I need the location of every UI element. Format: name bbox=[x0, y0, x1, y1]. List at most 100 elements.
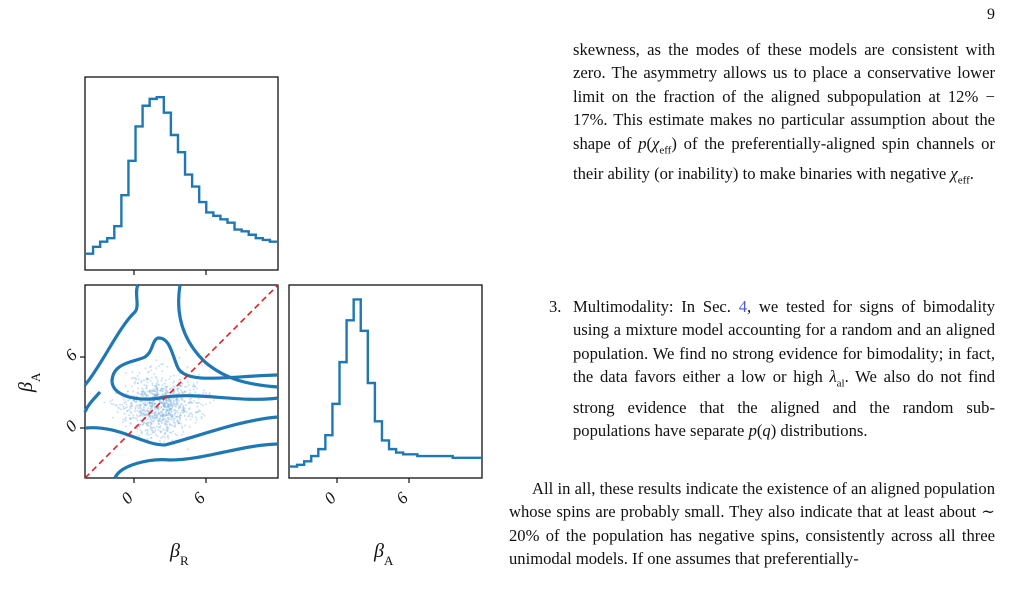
scatter-point bbox=[163, 422, 166, 425]
scatter-point bbox=[172, 419, 175, 422]
scatter-point bbox=[160, 406, 163, 409]
scatter-point bbox=[203, 389, 206, 392]
scatter-point bbox=[150, 389, 153, 392]
scatter-point bbox=[145, 414, 148, 417]
scatter-point bbox=[155, 367, 158, 370]
scatter-point bbox=[194, 416, 197, 419]
scatter-point bbox=[163, 408, 166, 411]
scatter-point bbox=[135, 414, 138, 417]
scatter-point bbox=[167, 406, 169, 409]
scatter-point bbox=[140, 392, 143, 395]
scatter-point bbox=[174, 433, 177, 435]
scatter-point bbox=[176, 415, 179, 418]
scatter-point bbox=[121, 403, 124, 406]
scatter-point bbox=[145, 394, 148, 397]
scatter-point bbox=[162, 388, 165, 391]
scatter-point bbox=[162, 428, 164, 431]
scatter-point bbox=[163, 440, 166, 443]
scatter-point bbox=[183, 414, 186, 417]
scatter-point bbox=[151, 417, 154, 420]
scatter-point bbox=[139, 405, 142, 408]
scatter-point bbox=[136, 419, 139, 422]
scatter-point bbox=[150, 436, 153, 439]
scatter-point bbox=[154, 416, 157, 419]
scatter-point bbox=[129, 422, 132, 425]
scatter-point bbox=[124, 400, 127, 403]
scatter-point bbox=[188, 402, 191, 405]
scatter-point bbox=[119, 403, 121, 406]
scatter-point bbox=[167, 404, 170, 407]
scatter-point bbox=[127, 399, 130, 402]
scatter-point bbox=[151, 426, 154, 429]
scatter-point bbox=[131, 371, 134, 374]
scatter-point bbox=[163, 403, 166, 406]
scatter-point bbox=[134, 401, 136, 404]
scatter-point bbox=[185, 418, 188, 421]
scatter-point bbox=[168, 405, 171, 408]
scatter-point bbox=[146, 438, 149, 440]
scatter-point bbox=[142, 388, 145, 391]
scatter-point bbox=[138, 415, 141, 417]
scatter-point bbox=[177, 399, 180, 402]
scatter-point bbox=[185, 404, 187, 407]
scatter-point bbox=[172, 381, 175, 384]
scatter-point bbox=[147, 407, 150, 410]
scatter-point bbox=[183, 409, 186, 412]
scatter-point bbox=[111, 399, 114, 401]
scatter-point bbox=[140, 387, 143, 390]
scatter-point bbox=[180, 389, 183, 392]
scatter-point bbox=[159, 400, 161, 403]
scatter-point bbox=[181, 411, 184, 414]
scatter-point bbox=[178, 391, 181, 394]
scatter-point bbox=[157, 393, 160, 396]
scatter-point bbox=[144, 414, 146, 416]
x-tick-left-0: 0 bbox=[117, 488, 137, 508]
scatter-point bbox=[177, 422, 180, 425]
scatter-point bbox=[164, 417, 167, 420]
scatter-point bbox=[171, 415, 174, 418]
scatter-point bbox=[145, 433, 148, 436]
scatter-point bbox=[149, 366, 152, 369]
scatter-point bbox=[186, 448, 189, 451]
scatter-point bbox=[146, 377, 149, 380]
page-number: 9 bbox=[987, 6, 995, 23]
scatter-point bbox=[129, 418, 132, 421]
scatter-point bbox=[164, 393, 167, 396]
scatter-point bbox=[123, 412, 126, 415]
scatter-point bbox=[170, 414, 173, 417]
scatter-point bbox=[149, 405, 152, 408]
scatter-point bbox=[163, 415, 166, 418]
scatter-point bbox=[169, 400, 172, 402]
scatter-point bbox=[165, 406, 168, 409]
scatter-point bbox=[141, 390, 144, 393]
scatter-point bbox=[170, 418, 173, 421]
scatter-point bbox=[194, 385, 196, 388]
scatter-point bbox=[176, 390, 179, 392]
scatter-point bbox=[151, 401, 154, 404]
scatter-point bbox=[164, 391, 167, 394]
scatter-point bbox=[171, 413, 174, 416]
scatter-point bbox=[176, 403, 179, 406]
scatter-point bbox=[134, 377, 137, 380]
scatter-point bbox=[151, 392, 154, 395]
scatter-point bbox=[161, 415, 164, 418]
scatter-point bbox=[168, 403, 170, 406]
y-tick-6: 6 bbox=[61, 345, 81, 365]
scatter-point bbox=[154, 375, 157, 378]
scatter-point bbox=[128, 408, 131, 411]
scatter-point bbox=[154, 395, 157, 398]
scatter-point bbox=[163, 405, 166, 408]
scatter-point bbox=[145, 428, 148, 431]
scatter-point bbox=[177, 422, 180, 425]
scatter-point bbox=[154, 428, 157, 431]
scatter-point bbox=[166, 430, 168, 433]
section-reference-link[interactable]: 4 bbox=[738, 297, 748, 316]
scatter-point bbox=[156, 389, 159, 392]
scatter-point bbox=[140, 379, 143, 382]
scatter-point bbox=[137, 378, 140, 381]
scatter-point bbox=[135, 404, 138, 407]
scatter-point bbox=[138, 410, 141, 413]
scatter-point bbox=[126, 406, 128, 408]
x-tick-left-6: 6 bbox=[189, 488, 209, 508]
scatter-point bbox=[188, 401, 191, 404]
